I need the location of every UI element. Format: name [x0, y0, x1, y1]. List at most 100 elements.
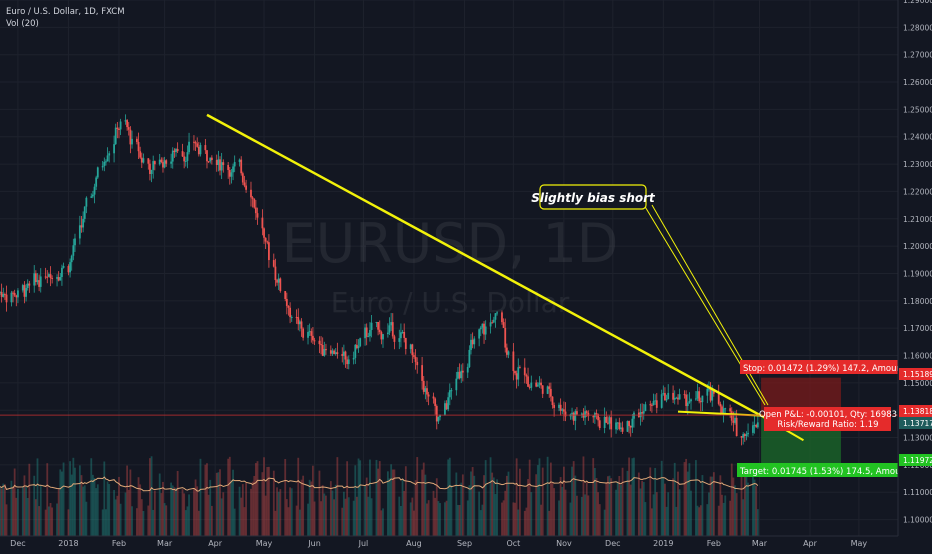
candle-body: [756, 422, 759, 428]
price-tag-current: 1.13717: [899, 417, 932, 429]
candle-body: [541, 385, 544, 394]
volume-bar: [15, 497, 18, 536]
candle-body: [175, 148, 177, 153]
x-tick-label: Apr: [803, 539, 818, 548]
volume-bar: [245, 482, 247, 536]
volume-bar: [437, 501, 440, 536]
candle-body: [210, 157, 213, 160]
candle-body: [413, 355, 415, 357]
candle-body: [404, 337, 407, 349]
candle-body: [730, 411, 733, 421]
volume-bar: [593, 467, 596, 536]
volume-bar: [96, 484, 99, 536]
volume-bar: [466, 500, 469, 536]
volume-bar: [313, 501, 316, 536]
volume-bar: [677, 471, 679, 536]
time-axis[interactable]: Dec 2018 Feb Mar Apr May Jun Jul Aug Sep Oct Nov Dec…: [10, 539, 867, 548]
candle-body: [607, 422, 609, 424]
candle-body: [458, 371, 461, 379]
candle-body: [388, 325, 391, 333]
time-axis-bg[interactable]: [0, 536, 898, 550]
y-tick-label: 1.29000: [903, 0, 932, 5]
volume-bar: [101, 509, 104, 536]
candle-body: [0, 292, 3, 297]
callout-text: Slightly bias short: [531, 191, 656, 205]
volume-bar: [158, 473, 161, 536]
candle-body: [297, 317, 300, 325]
volume-bar: [740, 471, 743, 536]
candle-body: [193, 141, 195, 143]
volume-bar: [375, 459, 378, 536]
candle-body: [240, 159, 243, 174]
volume-bar: [356, 496, 358, 536]
candle-body: [91, 194, 94, 197]
volume-bar: [564, 489, 567, 536]
volume-bar: [735, 493, 738, 536]
volume-bar: [690, 490, 692, 536]
volume-bar: [127, 489, 130, 536]
candle-body: [562, 409, 565, 412]
volume-bar: [13, 468, 16, 536]
candle-body: [163, 160, 166, 168]
candle-body: [450, 390, 453, 392]
volume-bar: [607, 476, 609, 536]
stop-label-bg: [740, 360, 898, 374]
volume-bar: [181, 489, 184, 536]
volume-bar: [610, 478, 613, 536]
candle-body: [230, 172, 233, 177]
volume-bar: [698, 507, 701, 536]
candle-body: [466, 366, 469, 373]
volume-bar: [561, 486, 564, 536]
candle-body: [426, 388, 428, 395]
candle-body: [391, 322, 394, 337]
pnl-label-text: Open P&L: -0.00101, Qty: 16983: [759, 410, 897, 420]
candle-body: [501, 312, 503, 323]
candle-body: [483, 323, 485, 335]
volume-bar: [176, 470, 179, 536]
candle-body: [390, 322, 393, 326]
volume-bar: [660, 460, 663, 536]
candle-body: [215, 159, 218, 166]
volume-bar: [695, 460, 697, 536]
volume-bar: [541, 467, 544, 536]
candle-body: [608, 417, 611, 424]
candle-body: [505, 347, 508, 355]
volume-bar: [468, 485, 471, 536]
volume-bar: [514, 502, 516, 536]
volume-bar: [549, 462, 552, 536]
volume-bar: [742, 499, 745, 536]
volume-bar: [114, 499, 117, 536]
volume-bar: [36, 458, 39, 536]
candle-body: [729, 408, 732, 412]
volume-bar: [686, 471, 689, 536]
candle-body: [12, 292, 14, 294]
candle-body: [142, 158, 145, 163]
candle-body: [171, 150, 174, 162]
candle-body: [186, 152, 189, 161]
candle-body: [126, 120, 129, 128]
trendline-descending[interactable]: [206, 113, 762, 417]
volume-bar: [592, 458, 595, 536]
volume-bar: [302, 475, 305, 536]
candle-body: [51, 277, 54, 279]
candle-body: [595, 413, 598, 415]
candle-body: [747, 432, 749, 435]
candle-body: [536, 384, 539, 387]
candle-body: [473, 338, 476, 345]
x-tick-label: Feb: [112, 539, 126, 548]
volume-bar: [756, 509, 759, 536]
volume-bar: [422, 462, 425, 536]
candle-body: [289, 307, 291, 318]
candle-body: [584, 411, 586, 418]
candle-body: [439, 414, 441, 418]
candle-body: [181, 151, 184, 157]
volume-bar: [59, 469, 62, 536]
volume-bar: [605, 482, 608, 536]
volume-bar: [435, 478, 438, 536]
price-axis[interactable]: 1.100001.110001.120001.130001.140001.150…: [903, 0, 932, 525]
candle-body: [651, 404, 653, 406]
candle-body: [685, 394, 688, 407]
candle-body: [158, 159, 161, 165]
candle-body: [347, 359, 350, 365]
